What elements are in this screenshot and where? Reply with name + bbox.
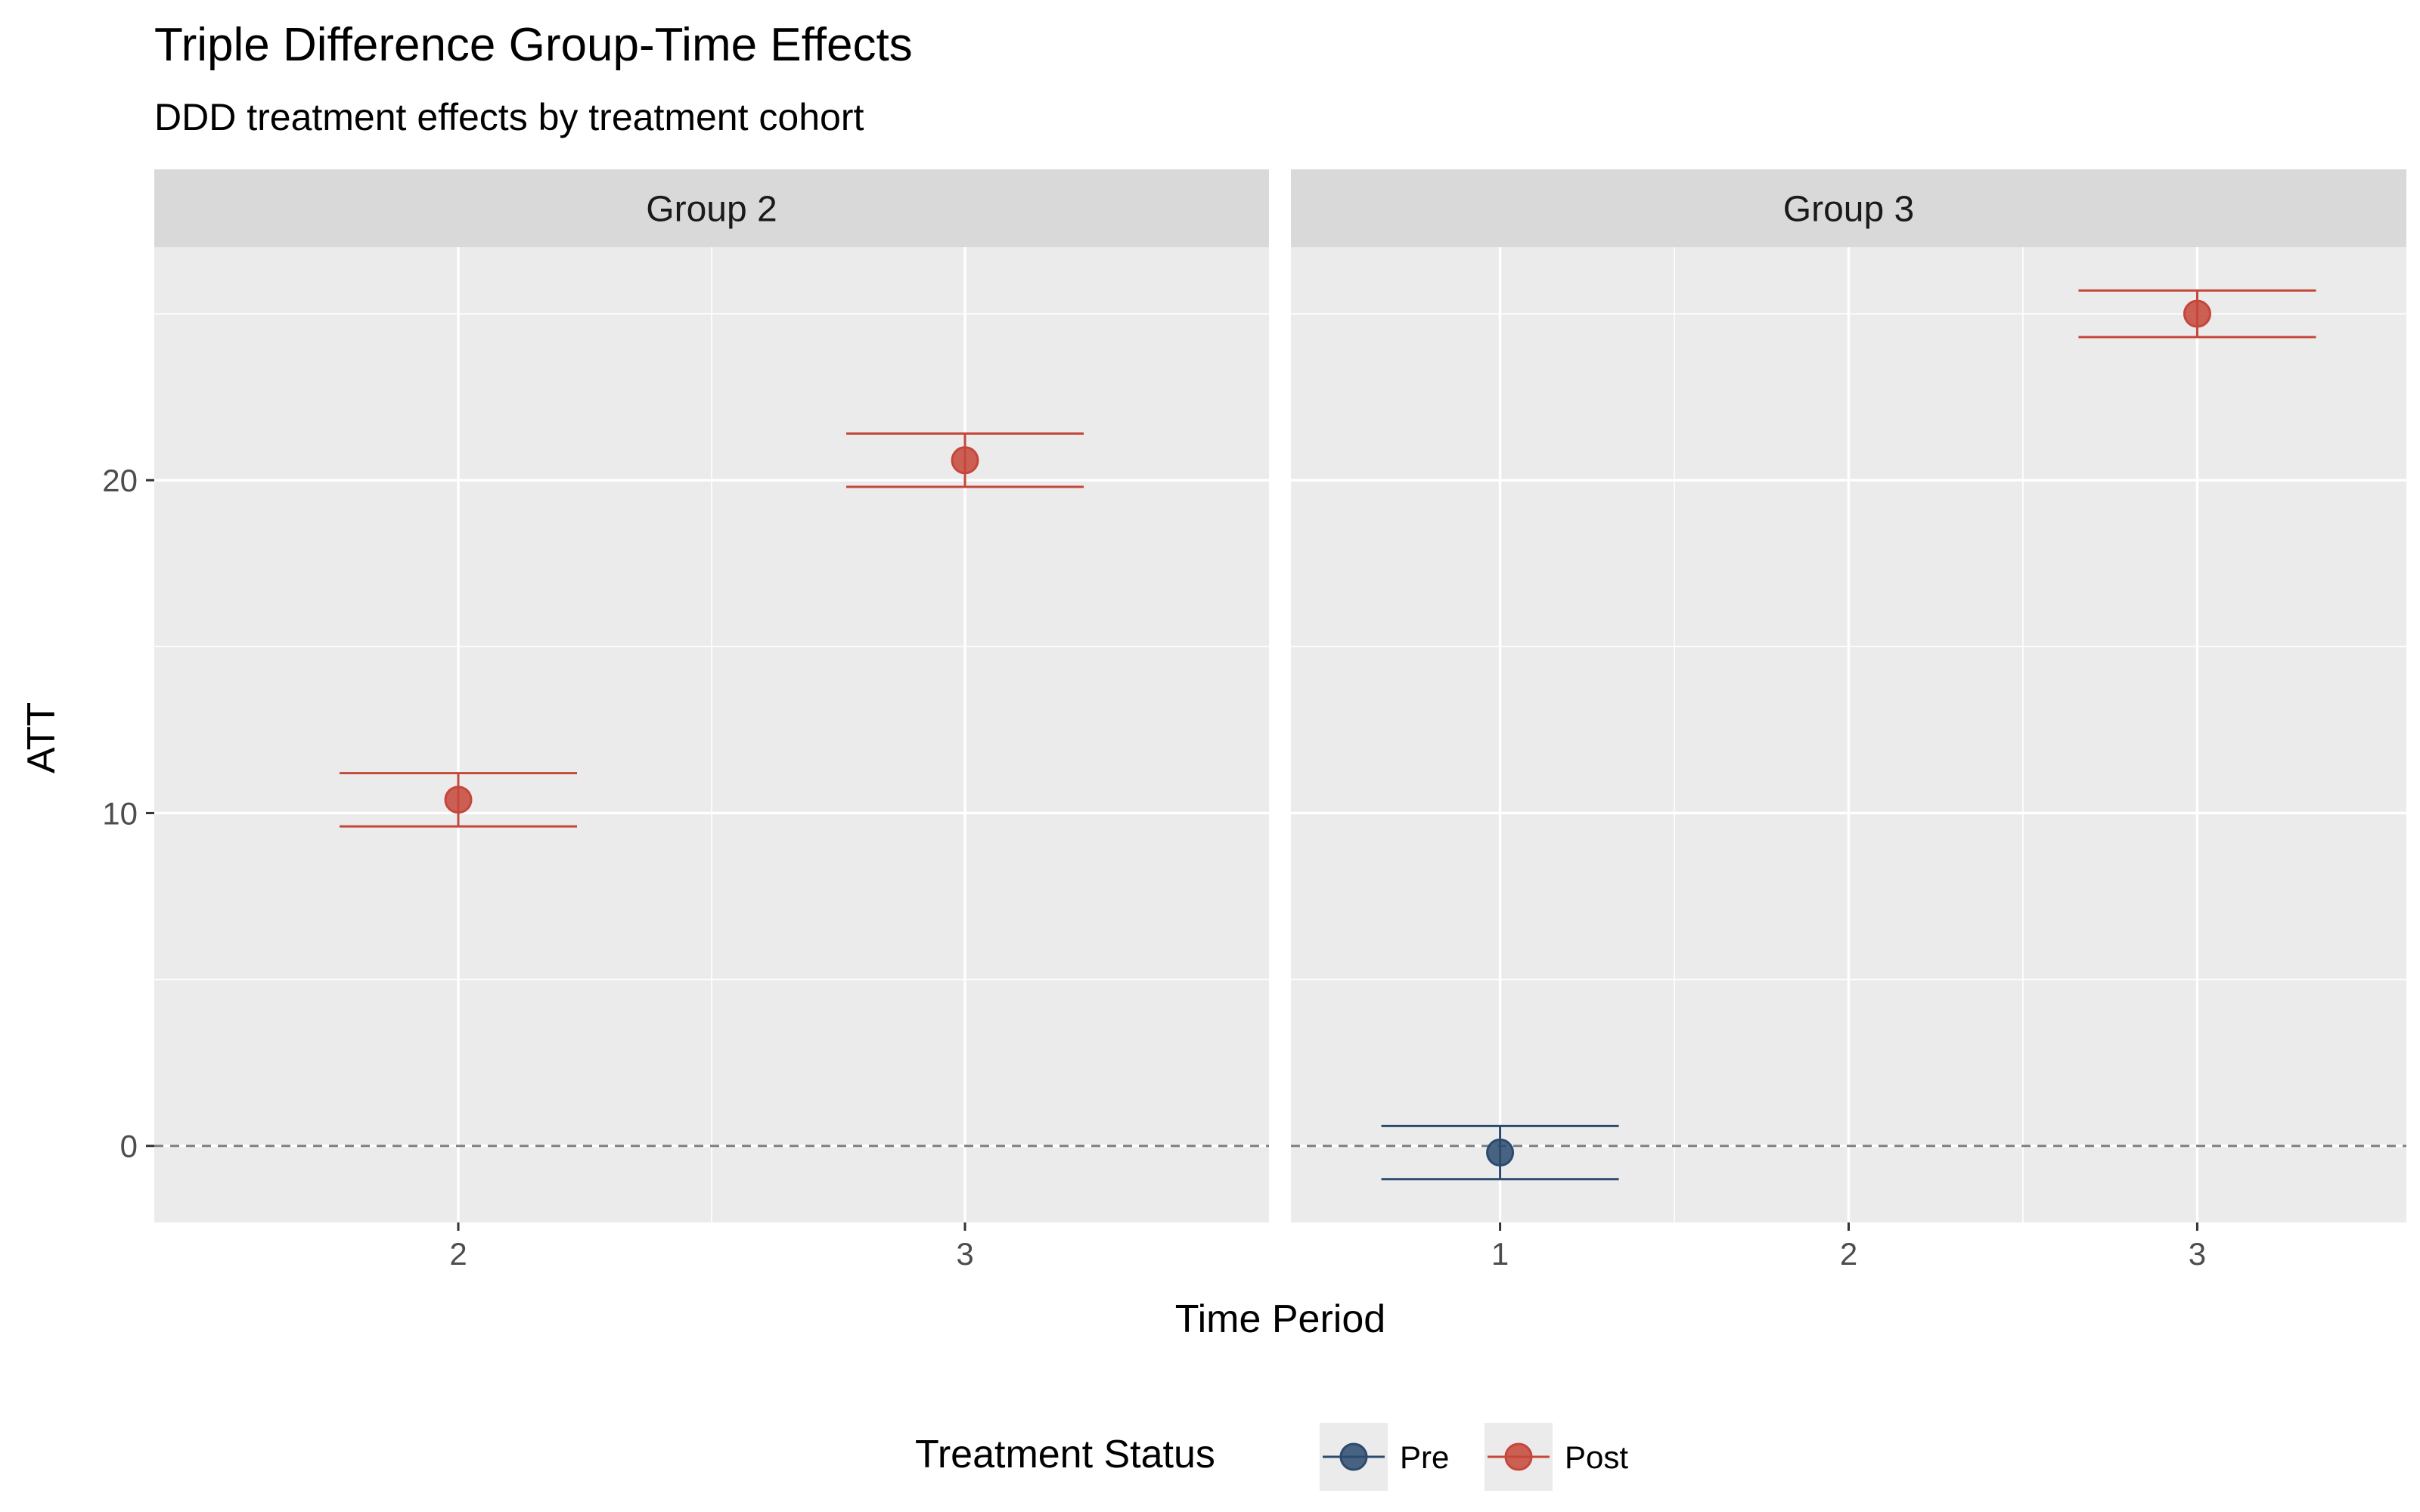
y-axis: 0 10 20 [102, 463, 154, 1164]
y-tick-label: 0 [120, 1129, 138, 1164]
x-axis-label: Time Period [1175, 1297, 1385, 1341]
facet-strip [1291, 169, 2406, 247]
x-tick-label: 3 [956, 1236, 973, 1272]
data-point-pre [1381, 1124, 1619, 1181]
legend-key-marker [1504, 1442, 1533, 1471]
facet-strip-label: Group 3 [1783, 190, 1914, 230]
data-point-post [846, 432, 1084, 488]
chart-title: Triple Difference Group-Time Effects [154, 19, 913, 71]
legend-key-marker [1339, 1442, 1368, 1471]
x-tick-label: 2 [1840, 1236, 1857, 1272]
legend-entry-post: Post [1485, 1423, 1628, 1491]
data-point-post [340, 772, 577, 828]
facet-panels: Group 2 2 3 Group 3 1 2 3 [154, 169, 2406, 1272]
point-marker [444, 785, 473, 814]
point-marker [1486, 1139, 1515, 1167]
chart-subtitle: DDD treatment effects by treatment cohor… [154, 96, 864, 138]
data-point-post [2078, 289, 2316, 339]
y-axis-label: ATT [20, 702, 64, 773]
y-tick-label: 20 [102, 463, 138, 498]
x-tick-label: 2 [449, 1236, 467, 1272]
y-tick-label: 10 [102, 795, 138, 831]
legend: Treatment Status Pre Post [915, 1423, 1628, 1491]
legend-entries: Pre Post [1320, 1423, 1628, 1491]
legend-entry-label: Pre [1400, 1439, 1449, 1475]
facet-strip-label: Group 2 [646, 190, 777, 230]
x-tick-label: 3 [2189, 1236, 2206, 1272]
legend-entry-pre: Pre [1320, 1423, 1449, 1491]
point-marker [951, 446, 979, 475]
point-marker [2183, 299, 2211, 328]
facet-strip [154, 169, 1269, 247]
legend-entry-label: Post [1565, 1439, 1628, 1475]
facet-panel: Group 2 2 3 [154, 169, 1269, 1272]
legend-title: Treatment Status [915, 1433, 1215, 1476]
facet-panel: Group 3 1 2 3 [1291, 169, 2406, 1272]
x-tick-label: 1 [1491, 1236, 1509, 1272]
